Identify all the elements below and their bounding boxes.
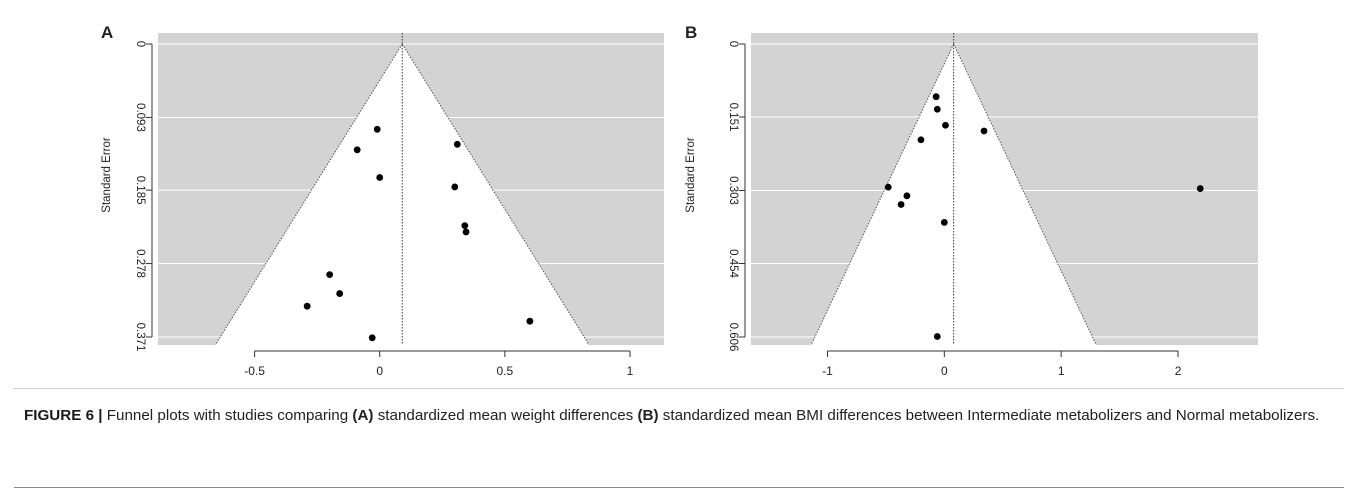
caption-panel-b-ref: (B) xyxy=(637,407,659,424)
study-point xyxy=(917,136,925,144)
study-point xyxy=(1196,185,1204,192)
y-tick-label: 0 xyxy=(727,41,739,47)
study-point xyxy=(884,183,892,191)
x-tick-label: 0 xyxy=(376,364,383,378)
study-point xyxy=(526,317,534,325)
x-tick-label: -0.5 xyxy=(244,364,265,378)
x-tick-label: 1 xyxy=(627,364,634,378)
x-tick-label: 1 xyxy=(1058,364,1065,378)
y-tick-label: 0.454 xyxy=(727,249,739,278)
study-point xyxy=(980,127,988,135)
y-tick-label: 0.606 xyxy=(727,323,739,352)
study-point xyxy=(933,105,941,113)
study-point xyxy=(336,290,344,297)
y-tick-label: 0.278 xyxy=(134,249,146,278)
study-point xyxy=(303,302,311,310)
caption-figure-label: FIGURE 6 | xyxy=(24,407,103,424)
study-point xyxy=(451,183,459,191)
study-point xyxy=(903,192,911,200)
study-point xyxy=(368,334,376,342)
caption-text-part2: standardized mean weight differences xyxy=(373,407,638,424)
x-tick-label: 2 xyxy=(1175,364,1182,378)
study-point xyxy=(897,201,905,208)
caption-text-part1: Funnel plots with studies comparing xyxy=(102,407,353,424)
y-tick-label: 0.093 xyxy=(134,103,146,132)
figure-caption-box: FIGURE 6 | Funnel plots with studies com… xyxy=(14,388,1344,488)
panel-letter: B xyxy=(685,23,697,42)
study-point xyxy=(942,121,949,129)
study-point xyxy=(933,333,941,340)
study-point xyxy=(461,222,469,230)
study-point xyxy=(373,125,381,133)
funnel-region xyxy=(811,44,1097,345)
y-tick-label: 0.151 xyxy=(727,103,739,132)
y-tick-label: 0.371 xyxy=(134,323,146,352)
x-tick-label: 0 xyxy=(941,364,948,378)
study-point xyxy=(932,93,940,101)
panel-a-funnel-plot: -0.500.5100.0930.1850.2780.371Standardiz… xyxy=(101,23,664,378)
y-axis-title: Standard Error xyxy=(101,137,113,213)
funnel-left-edge xyxy=(214,43,403,345)
study-point xyxy=(326,271,334,279)
panel-letter: A xyxy=(101,23,113,42)
study-point xyxy=(376,174,384,181)
funnel-region xyxy=(215,44,590,345)
y-tick-label: 0.185 xyxy=(134,176,146,205)
y-axis-title: Standard Error xyxy=(685,137,697,213)
x-tick-label: 0.5 xyxy=(497,364,514,378)
funnel-plot-figure: -0.500.5100.0930.1850.2780.371Standardiz… xyxy=(101,23,1258,378)
study-point xyxy=(462,228,470,236)
study-point xyxy=(940,219,948,226)
x-tick-label: -1 xyxy=(822,364,833,378)
funnel-right-edge xyxy=(401,43,590,345)
y-tick-label: 0 xyxy=(134,41,146,47)
caption-panel-a-ref: (A) xyxy=(352,407,374,424)
caption-text-part3: standardized mean BMI differences betwee… xyxy=(658,407,1320,424)
study-point xyxy=(453,140,461,148)
figure-caption: FIGURE 6 | Funnel plots with studies com… xyxy=(24,405,1324,427)
y-tick-label: 0.303 xyxy=(727,176,739,205)
study-point xyxy=(353,146,361,154)
